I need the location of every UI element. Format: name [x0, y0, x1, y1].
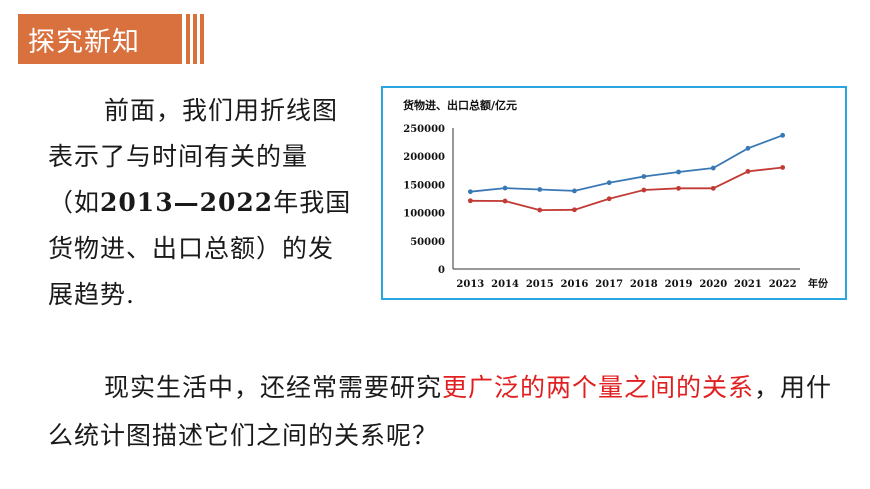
intro-text-1: 前面，我们用折线图表示了与时间有关的量（如	[48, 96, 339, 217]
y-tick-label: 250000	[403, 124, 445, 135]
data-point	[676, 169, 681, 175]
section-banner: 探究新知	[18, 14, 182, 64]
section-title: 探究新知	[28, 26, 140, 58]
banner-stripe	[186, 14, 190, 64]
y-tick-label: 100000	[403, 209, 445, 220]
x-tick-label: 2015	[526, 279, 554, 290]
data-point	[606, 196, 612, 202]
data-point	[676, 185, 681, 191]
x-tick-label: 2022	[769, 279, 797, 290]
data-point	[780, 165, 786, 170]
x-tick-label: 2019	[665, 279, 693, 290]
data-point	[745, 169, 751, 174]
x-tick-label: 2017	[595, 279, 623, 290]
data-point	[710, 185, 716, 191]
x-tick-label: 2020	[699, 279, 727, 290]
chart-title: 货物进、出口总额/亿元	[402, 98, 517, 112]
data-point	[780, 132, 786, 138]
x-tick-label: 2016	[561, 279, 589, 290]
intro-paragraph: 前面，我们用折线图表示了与时间有关的量（如2013—2022年我国货物进、出口总…	[48, 88, 358, 318]
series-line-1	[470, 134, 784, 193]
data-point	[467, 189, 473, 195]
series-line-2	[470, 166, 783, 212]
question-text-2: ，用什么统计图描述它们之间的关系呢？	[48, 373, 833, 450]
data-point	[537, 187, 543, 192]
data-point	[467, 198, 473, 204]
line-chart: 货物进、出口总额/亿元 年份 0 50000 100000 150000 200000 2…	[402, 98, 829, 290]
data-point	[641, 174, 647, 179]
data-point	[537, 207, 543, 213]
x-tick-label: 2014	[491, 279, 519, 290]
banner-stripe	[193, 14, 197, 64]
data-point	[745, 145, 751, 151]
x-tick-label: 2013	[456, 279, 484, 290]
question-text-1: 现实生活中，还经常需要研究	[104, 373, 443, 402]
data-point	[572, 188, 577, 194]
question-highlight: 更广泛的两个量之间的关系	[442, 373, 755, 402]
x-axis-label: 年份	[808, 277, 829, 290]
x-tick-label: 2018	[630, 279, 658, 290]
x-tick-label: 2021	[734, 279, 762, 290]
y-tick-label: 50000	[410, 237, 445, 248]
data-point	[502, 198, 508, 204]
data-point	[606, 180, 612, 186]
data-point	[641, 187, 647, 193]
trade-chart-frame: 货物进、出口总额/亿元 年份 0 50000 100000 150000 200000 2…	[381, 86, 847, 300]
banner-stripe	[200, 14, 204, 64]
intro-year-span: 2013—2022	[100, 188, 274, 217]
data-point	[710, 165, 716, 171]
data-point	[502, 185, 508, 191]
y-tick-label: 200000	[403, 152, 445, 163]
intro-text-2: 年我国货物进、出口总额）的发展趋势.	[48, 188, 352, 309]
question-paragraph: 现实生活中，还经常需要研究更广泛的两个量之间的关系，用什么统计图描述它们之间的关…	[48, 364, 848, 460]
data-point	[572, 207, 577, 213]
y-tick-label: 150000	[403, 180, 445, 191]
y-tick-label: 0	[438, 265, 445, 276]
